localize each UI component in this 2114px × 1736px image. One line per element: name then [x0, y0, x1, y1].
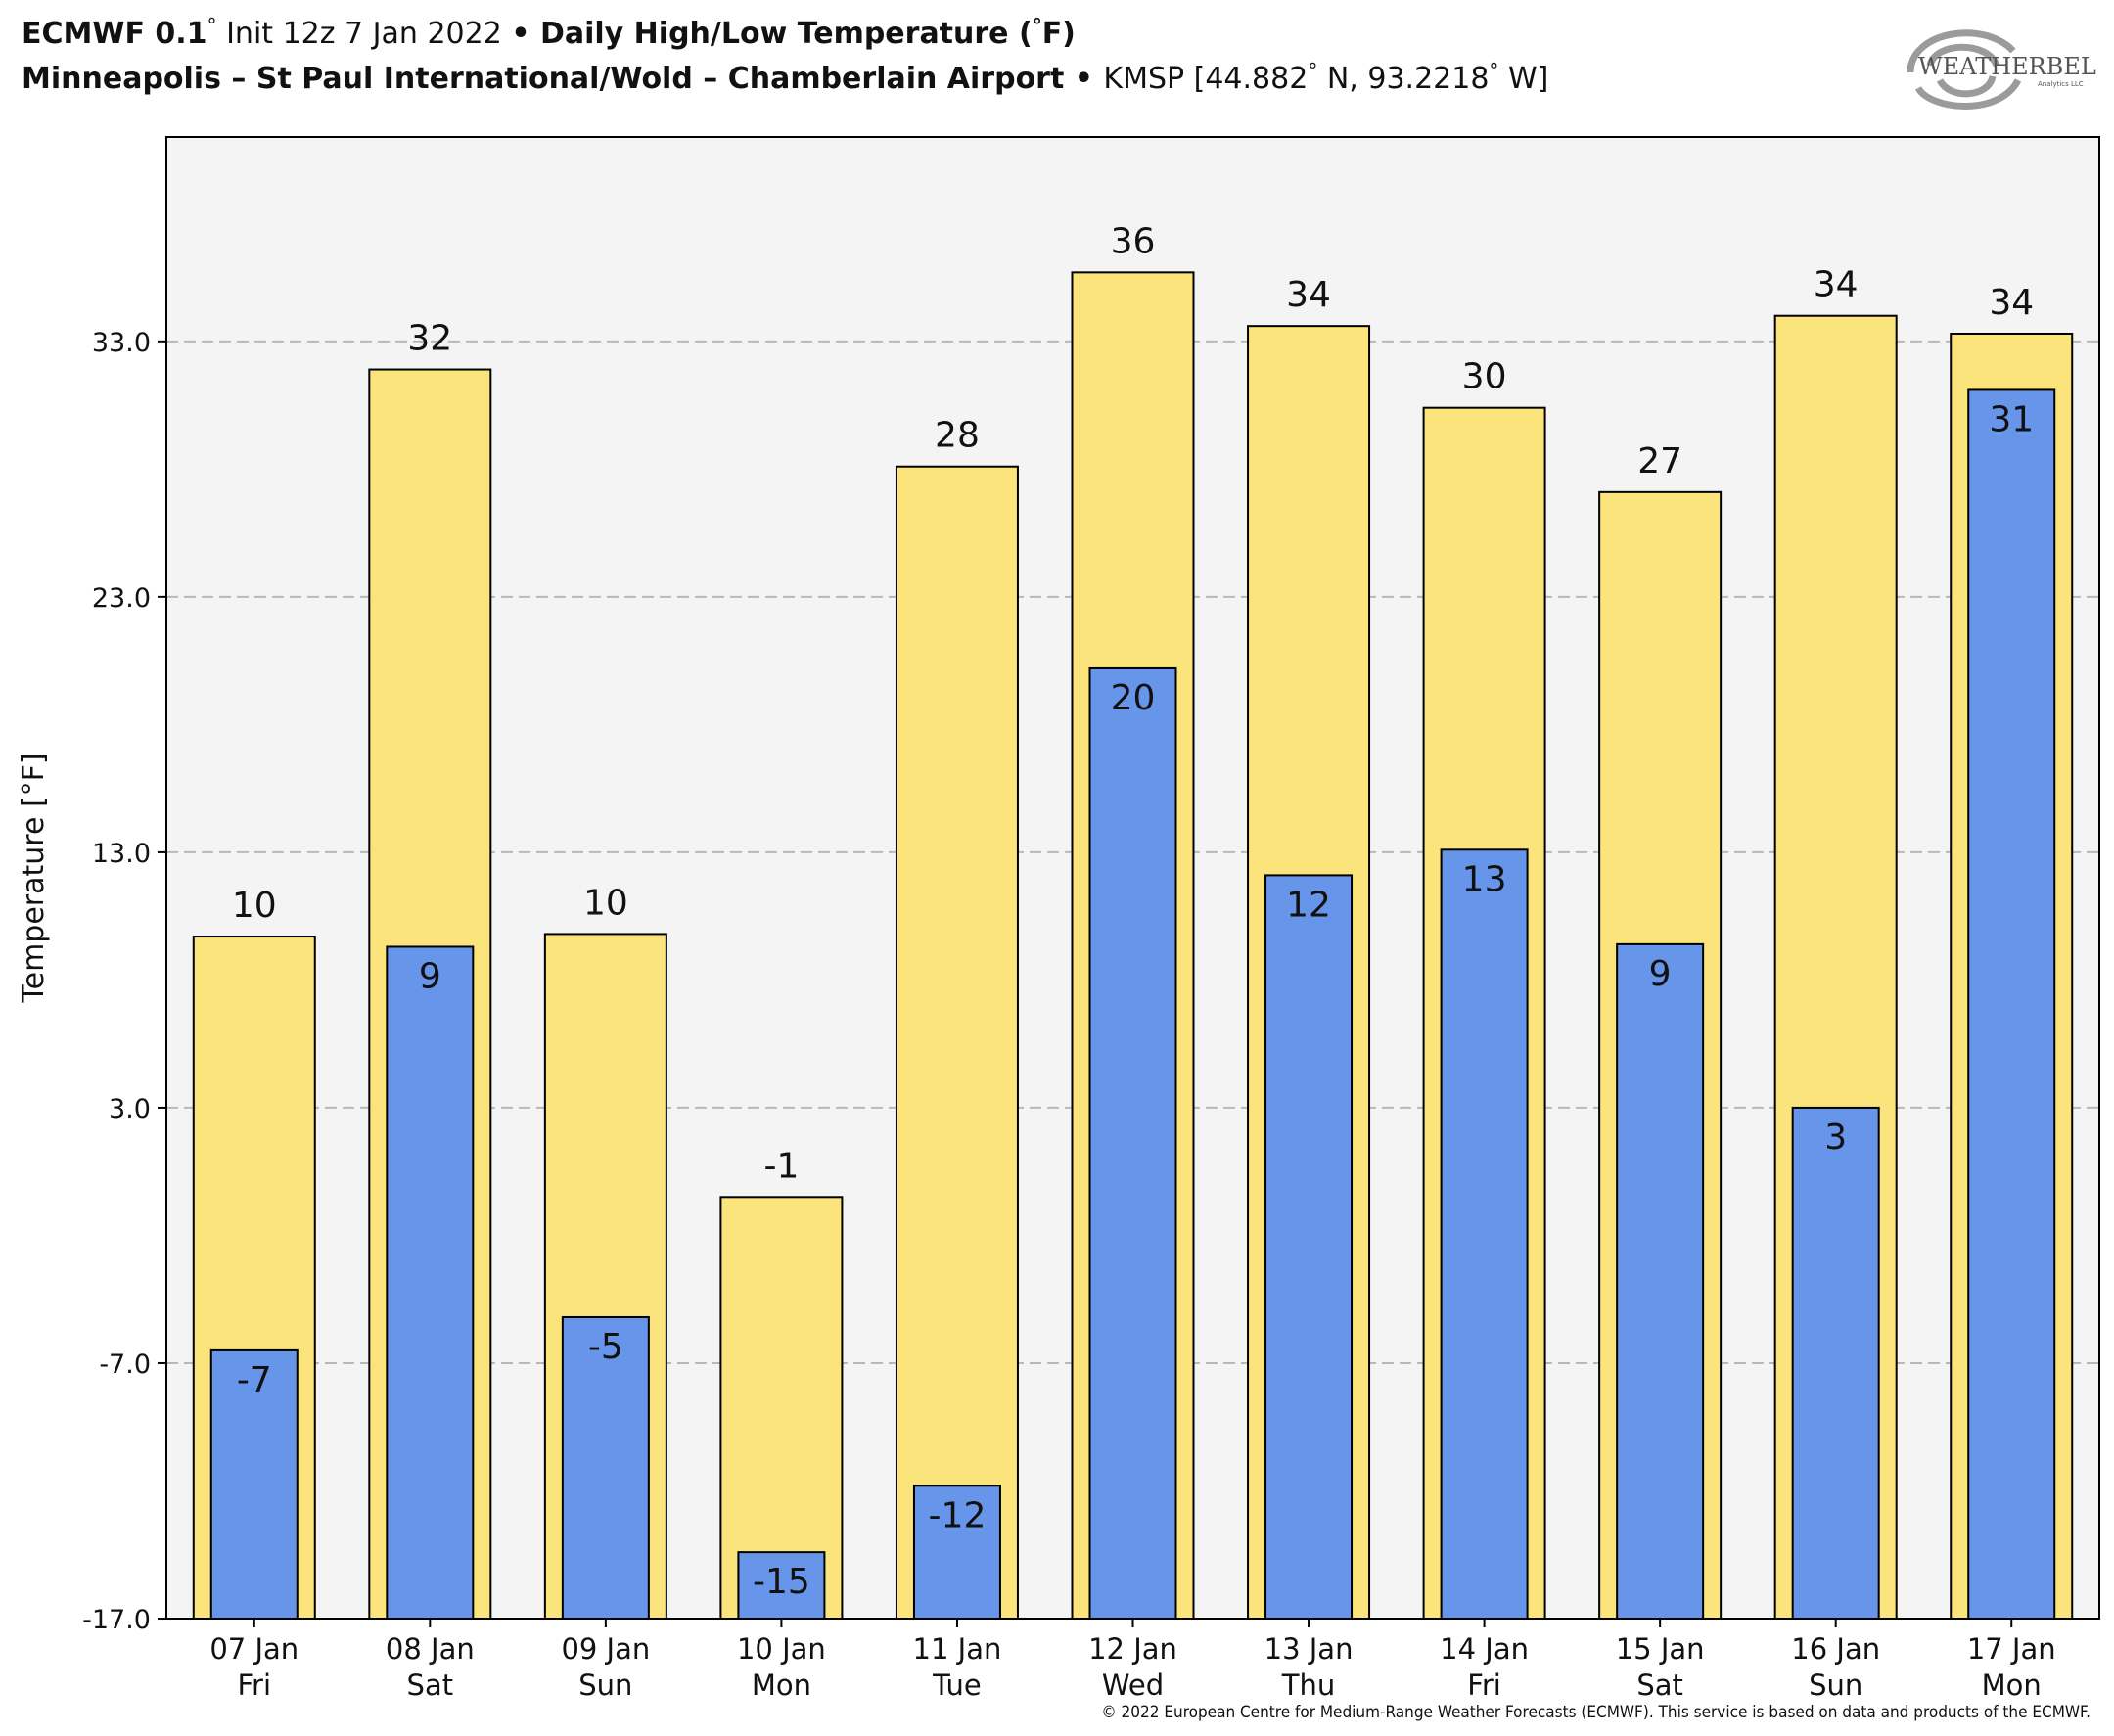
copyright-footer: © 2022 European Centre for Medium-Range …: [1101, 1703, 2091, 1722]
high-value-label: 27: [1637, 441, 1682, 481]
low-value-label: 20: [1111, 678, 1156, 718]
x-tick-date: 17 Jan: [1967, 1632, 2056, 1666]
low-value-label: 9: [419, 956, 441, 996]
x-tick-weekday: Mon: [752, 1668, 811, 1702]
x-tick-date: 15 Jan: [1616, 1632, 1705, 1666]
bullet: •: [511, 17, 530, 51]
x-tick-weekday: Sat: [407, 1668, 454, 1702]
high-value-label: 10: [232, 886, 277, 926]
chart-header: ECMWF 0.1° Init 12z 7 Jan 2022 • Daily H…: [22, 12, 1881, 102]
high-bar: [895, 465, 1019, 1620]
low-value-label: 31: [1989, 399, 2034, 439]
x-tick-weekday: Mon: [1982, 1668, 2042, 1702]
logo-subtext: Analytics LLC: [2038, 80, 2084, 88]
x-tick-weekday: Sat: [1636, 1668, 1683, 1702]
low-value-label: -12: [929, 1495, 987, 1535]
low-bar: [1791, 1106, 1880, 1620]
high-value-label: 28: [935, 416, 980, 456]
high-value-label: 10: [583, 883, 628, 923]
low-value-label: 12: [1286, 885, 1331, 925]
x-tick-weekday: Sun: [1809, 1668, 1862, 1702]
x-tick-date: 09 Jan: [561, 1632, 650, 1666]
x-tick-date: 07 Jan: [209, 1632, 299, 1666]
y-tick-label: 33.0: [92, 328, 151, 358]
high-value-label: 34: [1814, 265, 1859, 305]
x-tick-weekday: Fri: [237, 1668, 271, 1702]
x-tick-date: 12 Jan: [1088, 1632, 1177, 1666]
low-value-label: 3: [1824, 1118, 1847, 1158]
weatherbell-logo: WEATHERBELL Analytics LLC: [1891, 12, 2112, 121]
high-value-label: 32: [407, 319, 452, 359]
high-value-label: 36: [1111, 221, 1156, 261]
init-time: Init 12z 7 Jan 2022: [216, 17, 512, 51]
y-tick-label: -17.0: [82, 1605, 151, 1635]
y-axis-label: Temperature [°F]: [17, 753, 51, 1003]
model-name: ECMWF 0.1: [22, 17, 207, 51]
header-line-2: Minneapolis – St Paul International/Wold…: [22, 57, 1881, 102]
degree-symbol: °: [207, 14, 217, 37]
x-tick-date: 13 Jan: [1264, 1632, 1354, 1666]
high-value-label: 34: [1286, 275, 1331, 315]
x-tick-weekday: Sun: [578, 1668, 632, 1702]
low-bar: [1264, 874, 1354, 1620]
low-value-label: -15: [753, 1562, 810, 1602]
low-value-label: 9: [1649, 954, 1672, 994]
x-tick-weekday: Thu: [1281, 1668, 1335, 1702]
y-axis: -17.0 -7.0 3.0 13.0 23.0 33.0: [82, 328, 166, 1635]
x-tick-date: 11 Jan: [913, 1632, 1002, 1666]
bars: [192, 271, 2074, 1621]
high-value-label: 30: [1462, 357, 1507, 397]
low-bar: [209, 1348, 299, 1621]
high-value-label: -1: [763, 1146, 799, 1186]
x-tick-date: 16 Jan: [1791, 1632, 1880, 1666]
swirl-logo-icon: WEATHERBELL Analytics LLC: [1907, 29, 2112, 110]
x-tick-weekday: Fri: [1467, 1668, 1501, 1702]
bullet: •: [1064, 62, 1104, 96]
high-value-label: 34: [1989, 283, 2034, 323]
station-code: KMSP [44.882: [1103, 62, 1309, 96]
y-tick-label: 23.0: [92, 583, 151, 614]
x-tick-date: 08 Jan: [386, 1632, 475, 1666]
title-unit: F): [1041, 17, 1076, 51]
x-tick-weekday: Tue: [932, 1668, 982, 1702]
low-value-label: -7: [237, 1360, 272, 1400]
low-value-label: -5: [588, 1327, 623, 1367]
low-value-label: 13: [1462, 859, 1507, 899]
data-labels: 10 -7 32 9 10 -5 -1 -15 28 -12 36 20 34 12 30 13 27 9 34 3 3…: [232, 221, 2034, 1602]
x-tick-date: 14 Jan: [1440, 1632, 1529, 1666]
y-tick-label: 13.0: [92, 839, 151, 869]
low-bar: [561, 1315, 650, 1621]
degree-symbol: °: [1032, 14, 1042, 37]
station-name: Minneapolis – St Paul International/Wold…: [22, 62, 1065, 96]
low-bar: [386, 945, 475, 1620]
x-tick-date: 10 Jan: [737, 1632, 826, 1666]
low-bar: [1967, 388, 2056, 1620]
header-line-1: ECMWF 0.1° Init 12z 7 Jan 2022 • Daily H…: [22, 12, 1881, 57]
low-bar: [1088, 666, 1177, 1620]
low-bar: [1440, 848, 1529, 1620]
chart-title: Daily High/Low Temperature (: [529, 17, 1033, 51]
degree-symbol: °: [1308, 59, 1318, 82]
degree-symbol: °: [1489, 59, 1499, 82]
y-tick-label: 3.0: [109, 1094, 151, 1124]
y-tick-label: -7.0: [99, 1349, 151, 1380]
station-lat: N, 93.2218: [1317, 62, 1490, 96]
low-bar: [1616, 942, 1705, 1620]
x-tick-weekday: Wed: [1102, 1668, 1164, 1702]
station-lon: W]: [1498, 62, 1549, 96]
logo-text: WEATHERBELL: [1918, 53, 2096, 80]
